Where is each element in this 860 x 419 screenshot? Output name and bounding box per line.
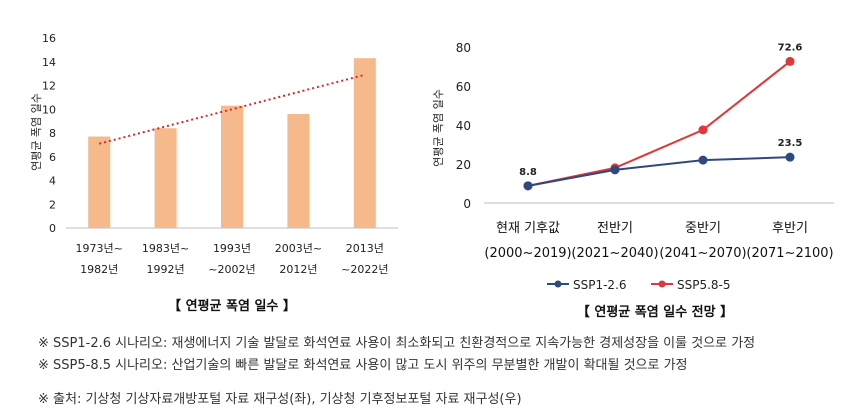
data-point [785,152,795,162]
x-tick-label: 중반기 [685,221,721,236]
y-tick-label: 14 [42,56,56,69]
data-point [785,56,795,66]
x-tick-label: 후반기 [772,221,808,236]
chart-title: 【 연평균 폭염 일수 전망 】 [577,304,733,320]
left-bar-chart: 0 2 4 6 8 10 12 14 16 1973년~ 1982년 1983년~ 1992년 1993년… [29,32,398,314]
x-tick-label: 2013년 [346,242,384,255]
trendline [98,73,366,145]
y-tick-label: 10 [42,103,56,116]
y-tick-label: 2 [49,198,56,211]
x-tick-label: (2021~2040) [571,246,658,261]
y-tick-label: 0 [49,222,56,235]
note-ssp5: ※ SSP5-8.5 시나리오: 산업기술의 빠른 발달로 화석연료 사용이 많… [38,358,688,373]
x-tick-label: 2012년 [279,263,317,276]
y-tick-label: 0 [463,197,471,211]
x-tick-label: 2003년~ [275,242,322,255]
chart-title: 【 연평균 폭염 일수 】 [168,298,296,314]
series-line [527,156,791,187]
x-tick-label: (2071~2100) [746,246,833,261]
y-tick-label: 8 [49,127,56,140]
x-tick-label: 1993년 [213,242,251,255]
y-tick-label: 60 [456,80,471,94]
x-tick-label: ~2022년 [341,263,388,276]
bar [287,114,310,228]
data-point [698,125,708,135]
x-tick-label: ~2002년 [208,263,255,276]
data-label: 8.8 [519,167,537,178]
bar [154,128,177,228]
y-axis-label: 연평균 폭염 일수 [431,89,445,167]
y-tick-label: 4 [49,175,56,188]
x-tick-label: 1983년~ [142,242,189,255]
data-label: 72.6 [778,42,803,53]
x-tick-label: (2041~2070) [659,246,746,261]
x-tick-label: 1973년~ [76,242,123,255]
data-point [610,165,620,175]
bar [353,58,376,228]
x-tick-label: (2000~2019) [484,246,571,261]
legend-marker [658,280,666,288]
y-tick-label: 80 [456,41,471,55]
legend-marker [554,280,562,288]
y-tick-label: 40 [456,119,471,133]
x-tick-label: 1982년 [80,263,118,276]
y-tick-label: 20 [456,158,471,172]
y-axis-label: 연평균 폭염 일수 [29,93,43,171]
bar [88,136,111,228]
legend-label: SSP1-2.6 [573,278,627,292]
data-point [523,181,533,191]
data-label: 23.5 [778,138,803,149]
y-tick-label: 16 [42,32,56,45]
note-ssp1: ※ SSP1-2.6 시나리오: 재생에너지 기술 발달로 화석연료 사용이 최… [38,336,756,351]
y-tick-label: 6 [49,151,56,164]
x-tick-label: 현재 기후값 [496,221,560,236]
legend-label: SSP5.8-5 [677,278,731,292]
x-tick-label: 전반기 [597,221,633,236]
data-point [698,155,708,165]
bar [221,105,243,228]
right-line-chart: 0 20 40 60 80 현재 기후값 (2000~2019) 전반기 (2021~2040)… [431,41,834,320]
source-note: ※ 출처: 기상청 기상자료개방포털 자료 재구성(좌), 기상청 기후정보포털… [38,392,522,407]
series-line [527,60,791,187]
x-tick-label: 1992년 [147,263,185,276]
y-tick-label: 12 [42,80,56,93]
